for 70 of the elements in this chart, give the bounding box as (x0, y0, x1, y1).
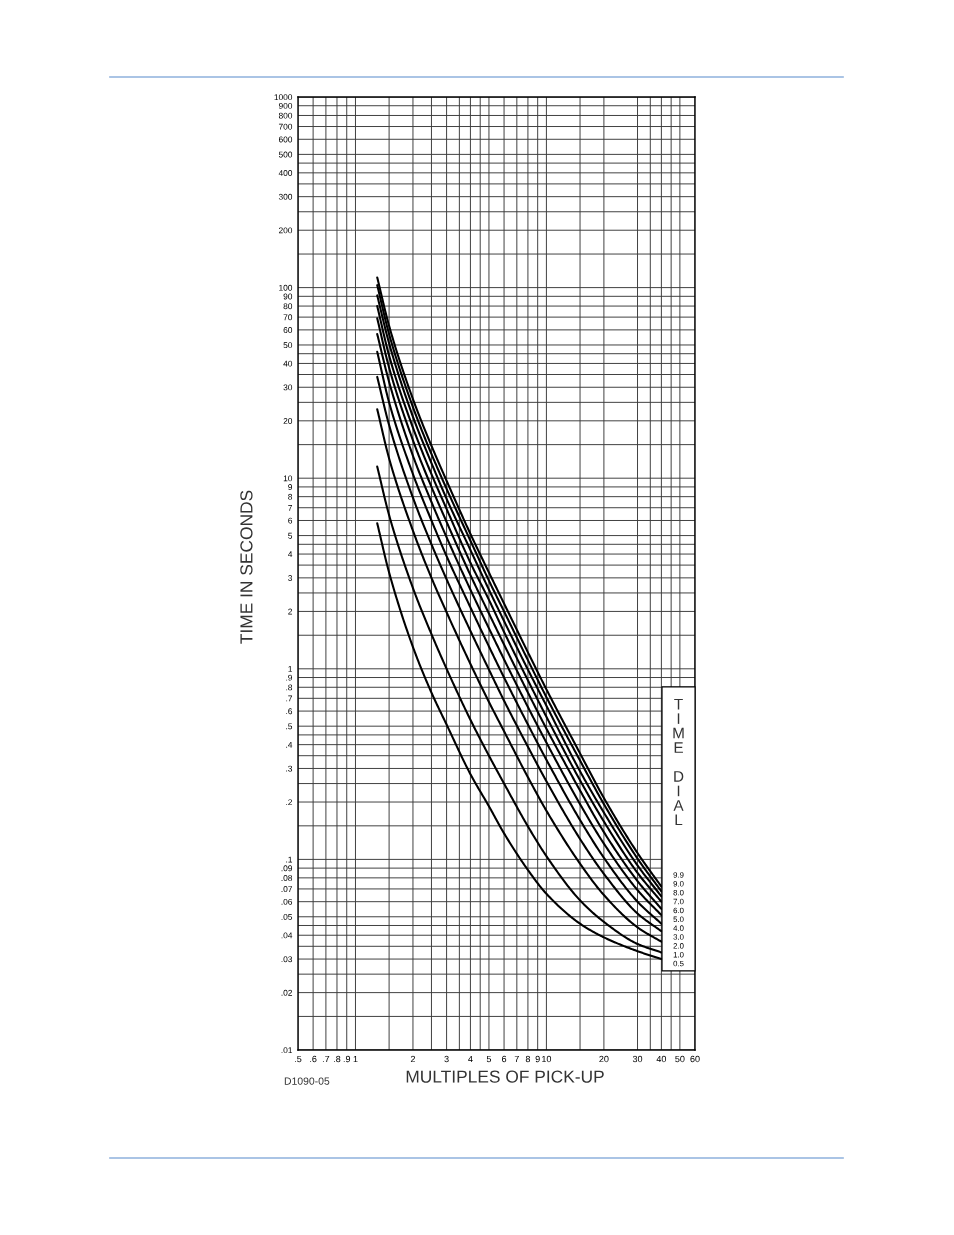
y-tick-label: .07 (281, 886, 293, 893)
x-tick-label: 10 (542, 1055, 552, 1063)
x-tick-label: 1 (353, 1055, 358, 1063)
x-tick-label: .7 (322, 1055, 330, 1063)
y-tick-label: .4 (286, 741, 293, 748)
x-tick-label: .8 (334, 1055, 341, 1063)
y-tick-label: .08 (281, 875, 293, 881)
y-tick-label: 10 (283, 475, 293, 482)
y-tick-label: .1 (286, 856, 293, 863)
y-tick-label: 100 (279, 284, 293, 291)
x-tick-label: 9 (535, 1055, 540, 1063)
y-tick-label: 50 (283, 342, 293, 349)
y-tick-label: .5 (286, 723, 293, 730)
y-tick-label: 30 (283, 384, 293, 391)
y-tick-label: .7 (286, 695, 293, 702)
y-tick-label: 3 (288, 575, 293, 581)
x-axis-title: MULTIPLES OF PICK-UP (406, 1070, 604, 1083)
y-axis-title: TIME IN SECONDS (240, 490, 253, 644)
y-tick-label: 1 (288, 666, 293, 672)
y-tick-label: 4 (288, 551, 293, 558)
y-tick-label: .05 (281, 913, 293, 920)
y-tick-label: 900 (278, 102, 293, 109)
y-tick-label: .09 (281, 865, 293, 872)
y-tick-label: 500 (278, 151, 293, 158)
y-tick-label: 2 (288, 608, 293, 615)
x-tick-label: 30 (632, 1055, 643, 1063)
y-tick-label: 7 (288, 505, 293, 511)
y-tick-label: 60 (283, 327, 293, 333)
y-tick-label: 400 (278, 170, 293, 176)
y-tick-label: 8 (288, 493, 293, 500)
text: D1090-05 (284, 1077, 330, 1085)
x-tick-label: 40 (656, 1055, 667, 1063)
y-tick-label: .03 (281, 956, 293, 963)
y-tick-label: 1000 (274, 94, 293, 101)
y-tick-label: .2 (286, 799, 293, 806)
x-tick-label: 6 (502, 1055, 507, 1063)
y-tick-label: 600 (278, 136, 293, 143)
y-tick-label: .01 (281, 1047, 293, 1054)
y-tick-label: 700 (278, 123, 293, 130)
y-tick-label: .04 (281, 932, 293, 939)
x-tick-label: 20 (599, 1055, 609, 1063)
x-tick-label: 5 (486, 1055, 492, 1063)
y-tick-label: .8 (286, 684, 293, 691)
x-tick-label: 60 (690, 1055, 700, 1063)
y-tick-label: 6 (288, 517, 293, 524)
text: TIME DIAL (673, 698, 684, 826)
y-tick-label: 5 (288, 532, 293, 539)
y-tick-label: .9 (286, 674, 293, 681)
y-tick-label: 300 (278, 193, 293, 200)
y-tick-label: .3 (286, 765, 293, 772)
y-tick-label: 200 (278, 227, 293, 234)
y-tick-label: 20 (283, 418, 293, 424)
x-tick-label: .5 (295, 1055, 302, 1063)
x-tick-label: 2 (410, 1055, 416, 1063)
y-tick-label: 9 (288, 484, 293, 491)
x-tick-label: 50 (675, 1055, 685, 1063)
y-tick-label: .02 (281, 989, 293, 996)
x-tick-label: .6 (310, 1055, 317, 1063)
x-tick-label: .9 (343, 1055, 351, 1063)
y-tick-label: .6 (286, 708, 293, 715)
x-tick-label: 7 (514, 1055, 519, 1063)
y-tick-label: .06 (281, 898, 293, 905)
x-tick-label: 3 (444, 1055, 449, 1063)
y-tick-label: 70 (283, 314, 293, 321)
y-tick-label: 40 (283, 360, 293, 367)
x-tick-label: 4 (468, 1055, 473, 1063)
x-tick-label: 8 (525, 1055, 531, 1063)
y-tick-label: 80 (283, 303, 293, 310)
y-tick-label: 800 (278, 112, 293, 119)
y-tick-label: 90 (283, 293, 293, 300)
